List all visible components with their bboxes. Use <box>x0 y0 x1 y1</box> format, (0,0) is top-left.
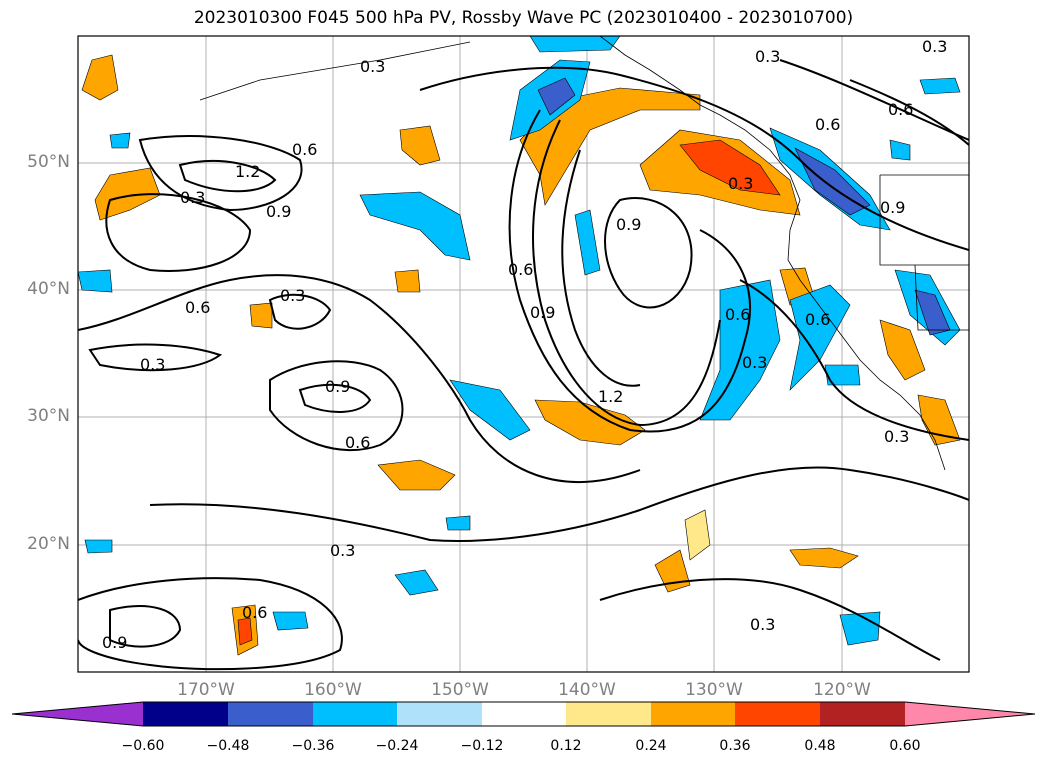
colorbar-label: −0.60 <box>121 738 165 754</box>
colorbar-segment <box>735 702 820 726</box>
contour-labels: 0.6 1.2 0.3 0.9 0.3 0.6 0.3 0.3 0.9 0.6 … <box>102 37 947 652</box>
contour-label: 0.6 <box>242 603 267 622</box>
x-tick-label: 160°W <box>304 680 362 700</box>
contour-label: 0.6 <box>508 260 533 279</box>
contour-label: 0.9 <box>325 377 350 396</box>
colorbar-label: 0.48 <box>804 738 836 754</box>
coastlines <box>199 36 969 471</box>
x-tick-label: 130°W <box>685 680 743 700</box>
contour-label: 0.9 <box>530 303 555 322</box>
contour-label: 0.3 <box>330 541 355 560</box>
map-frame <box>77 35 970 673</box>
contour-label: 0.3 <box>750 615 775 634</box>
contour-label: 1.2 <box>598 387 623 406</box>
colorbar <box>11 701 1036 727</box>
y-tick-label: 30°N <box>27 406 70 426</box>
colorbar-segment <box>651 702 735 726</box>
colorbar-extend-low <box>12 702 143 726</box>
colorbar-segment <box>820 702 905 726</box>
contour-label: 0.3 <box>728 174 753 193</box>
pv-contours <box>78 59 969 671</box>
contour-label: 0.3 <box>140 355 165 374</box>
contour-label: 0.3 <box>360 57 385 76</box>
colorbar-label: −0.36 <box>291 738 335 754</box>
contour-label: 1.2 <box>235 162 260 181</box>
contour-label: 0.6 <box>292 140 317 159</box>
colorbar-segment <box>397 702 482 726</box>
contour-label: 0.6 <box>815 115 840 134</box>
x-tick-label: 120°W <box>813 680 871 700</box>
colorbar-label: −0.24 <box>375 738 419 754</box>
colorbar-segment <box>313 702 397 726</box>
contour-label: 0.3 <box>180 188 205 207</box>
contour-label: 0.3 <box>742 353 767 372</box>
colorbar-label: 0.36 <box>719 738 751 754</box>
colorbar-label: 0.12 <box>550 738 582 754</box>
contour-label: 0.6 <box>725 305 750 324</box>
contour-label: 0.9 <box>880 198 905 217</box>
x-tick-label: 170°W <box>177 680 235 700</box>
y-tick-label: 20°N <box>27 534 70 554</box>
colorbar-label: 0.60 <box>889 738 921 754</box>
contour-label: 0.3 <box>922 37 947 56</box>
contour-label: 0.9 <box>616 215 641 234</box>
contour-label: 0.3 <box>884 427 909 446</box>
colorbar-segment <box>482 702 566 726</box>
contour-label: 0.9 <box>266 202 291 221</box>
contour-label: 0.6 <box>805 310 830 329</box>
x-tick-label: 150°W <box>431 680 489 700</box>
contour-label: 0.6 <box>888 100 913 119</box>
colorbar-segment <box>566 702 651 726</box>
contour-label: 0.3 <box>755 47 780 66</box>
contour-label: 0.6 <box>185 298 210 317</box>
contour-label: 0.3 <box>280 286 305 305</box>
contour-label: 0.6 <box>345 433 370 452</box>
colorbar-segment <box>143 702 228 726</box>
colorbar-label: −0.12 <box>460 738 504 754</box>
colorbar-segment <box>228 702 313 726</box>
colorbar-label: 0.24 <box>635 738 667 754</box>
x-tick-label: 140°W <box>558 680 616 700</box>
y-tick-label: 40°N <box>27 279 70 299</box>
y-tick-label: 50°N <box>27 152 70 172</box>
map-title: 2023010300 F045 500 hPa PV, Rossby Wave … <box>193 8 854 28</box>
map-plot-area: 0.6 1.2 0.3 0.9 0.3 0.6 0.3 0.3 0.9 0.6 … <box>78 36 969 672</box>
colorbar-extend-high <box>905 702 1035 726</box>
colorbar-label: −0.48 <box>206 738 250 754</box>
contour-label: 0.9 <box>102 633 127 652</box>
